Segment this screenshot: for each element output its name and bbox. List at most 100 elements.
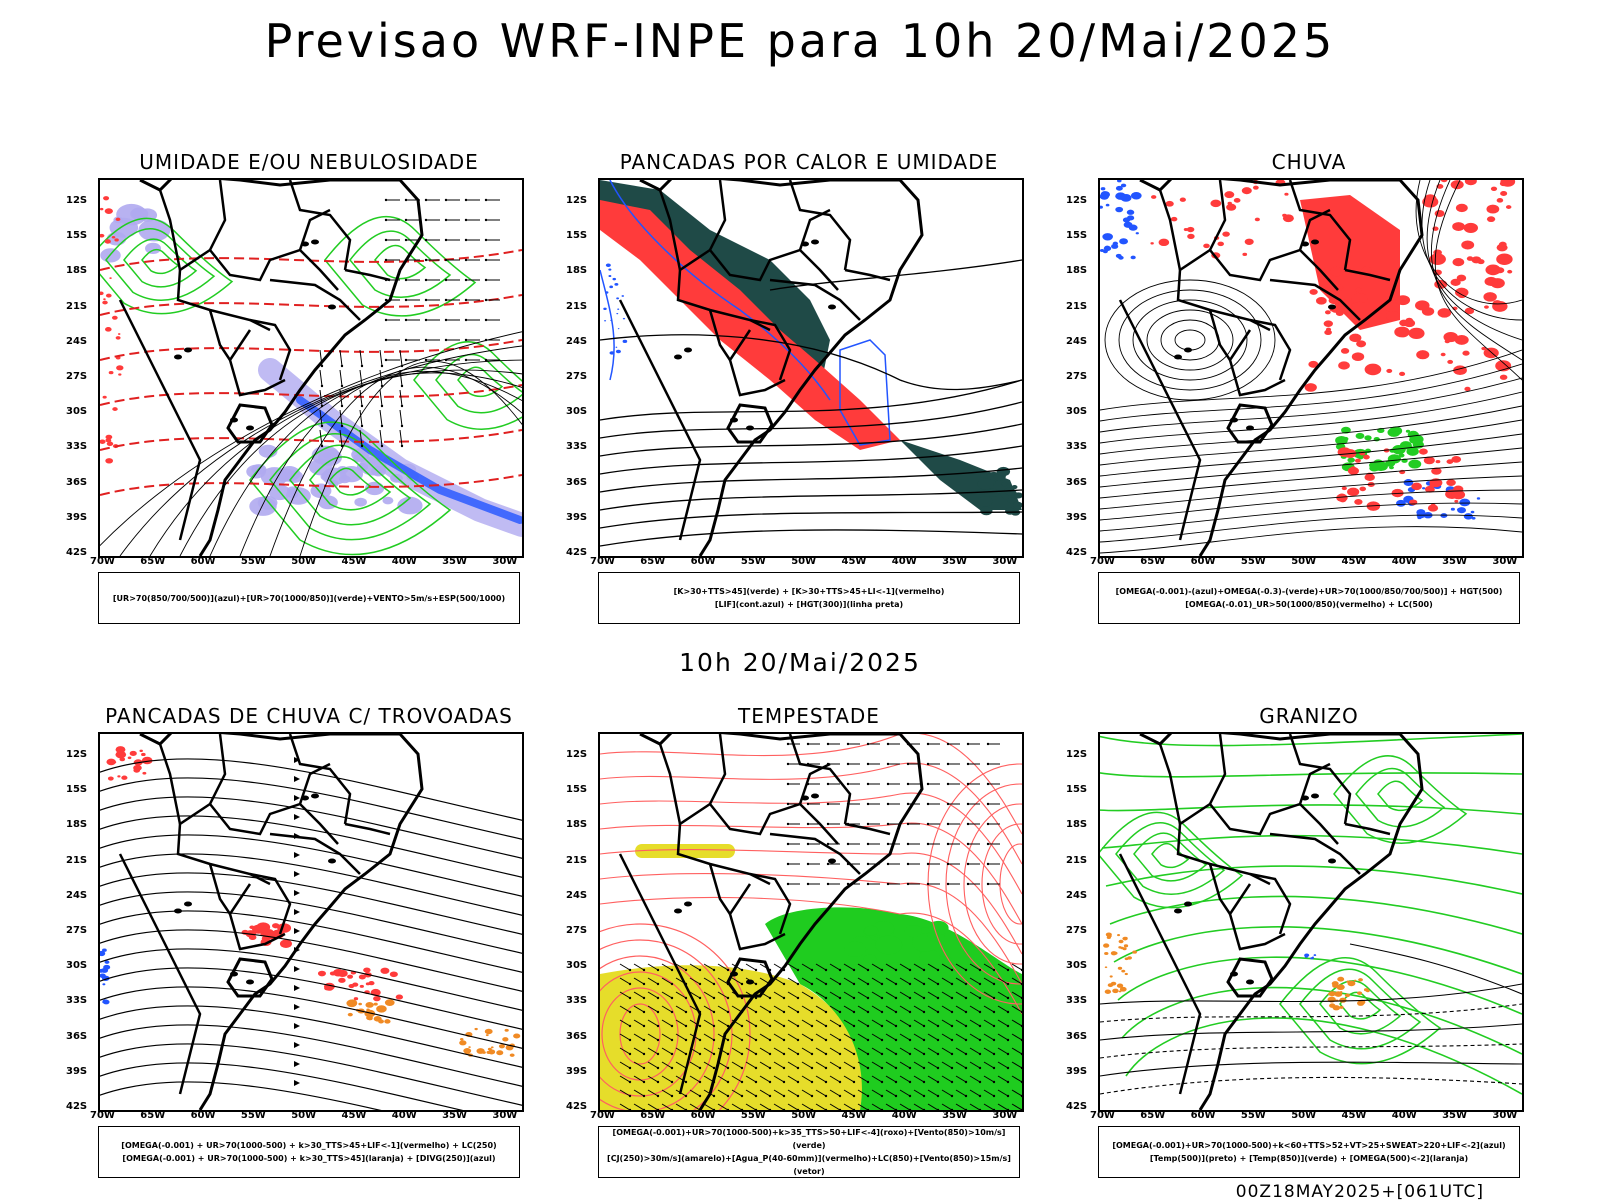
lon-tick-label: 40W bbox=[891, 556, 917, 567]
lat-tick-label: 36S bbox=[66, 1030, 88, 1042]
lon-tick-label: 50W bbox=[1291, 556, 1317, 567]
lon-tick-label: 55W bbox=[240, 556, 266, 567]
map-plot bbox=[100, 180, 522, 556]
lat-tick-label: 18S bbox=[1066, 819, 1088, 831]
lat-tick-label: 12S bbox=[66, 195, 88, 206]
lat-tick-label: 24S bbox=[1066, 335, 1088, 347]
lat-tick-label: 27S bbox=[1066, 371, 1088, 382]
lon-tick-label: 30W bbox=[1492, 556, 1518, 567]
lat-tick-label: 33S bbox=[66, 995, 88, 1007]
lat-tick-label: 36S bbox=[1066, 476, 1088, 488]
lon-tick-label: 55W bbox=[740, 556, 766, 567]
legend-line: [Temp(500)](preto) + [Temp(850)](verde) … bbox=[1149, 1154, 1469, 1163]
lat-tick-label: 15S bbox=[1066, 230, 1088, 242]
lon-tick-label: 45W bbox=[1341, 556, 1367, 567]
lat-tick-label: 42S bbox=[1066, 1101, 1088, 1112]
map-plot bbox=[600, 180, 1022, 556]
lon-tick-label: 35W bbox=[1442, 1110, 1468, 1121]
lat-tick-label: 27S bbox=[66, 925, 88, 936]
legend-line: [LIF](cont.azul) + [HGT(300)](linha pret… bbox=[714, 600, 904, 609]
legend-line: [UR>70(850/700/500)](azul)+[UR>70(1000/8… bbox=[112, 593, 506, 603]
lat-tick-label: 21S bbox=[566, 300, 588, 312]
lat-tick-label: 15S bbox=[566, 784, 588, 796]
legend-line: [OMEGA(-0.001)+UR>70(1000-500)+k<60+TTS>… bbox=[1112, 1141, 1506, 1150]
main-title: Previsao WRF-INPE para 10h 20/Mai/2025 bbox=[264, 14, 1336, 68]
lat-tick-label: 24S bbox=[566, 889, 588, 901]
lon-tick-label: 35W bbox=[442, 1110, 468, 1121]
lon-tick-label: 60W bbox=[1190, 1110, 1216, 1121]
lat-tick-label: 30S bbox=[566, 960, 588, 972]
lat-tick-label: 42S bbox=[66, 1101, 88, 1112]
lat-tick-label: 12S bbox=[1066, 195, 1088, 206]
lat-tick-label: 30S bbox=[1066, 406, 1088, 418]
lat-tick-label: 39S bbox=[1066, 1065, 1088, 1077]
legend-line: [OMEGA(-0.001)+UR>70(1000-500)+k>35_TTS>… bbox=[612, 1128, 1006, 1150]
lon-tick-label: 30W bbox=[992, 1110, 1018, 1121]
lat-tick-label: 27S bbox=[566, 925, 588, 936]
lon-tick-label: 35W bbox=[442, 556, 468, 567]
lat-tick-label: 15S bbox=[66, 784, 88, 796]
forecast-map bbox=[98, 732, 524, 1112]
lat-tick-label: 12S bbox=[566, 195, 588, 206]
lon-tick-label: 55W bbox=[1240, 556, 1266, 567]
lon-tick-label: 55W bbox=[240, 1110, 266, 1121]
lon-tick-label: 45W bbox=[341, 556, 367, 567]
lon-tick-label: 65W bbox=[640, 556, 666, 567]
lat-tick-label: 24S bbox=[66, 889, 88, 901]
lon-tick-label: 65W bbox=[140, 556, 166, 567]
lon-tick-label: 35W bbox=[942, 1110, 968, 1121]
lat-tick-label: 36S bbox=[66, 476, 88, 488]
lon-tick-label: 60W bbox=[1190, 556, 1216, 567]
lon-tick-label: 50W bbox=[791, 1110, 817, 1121]
lat-tick-label: 36S bbox=[1066, 1030, 1088, 1042]
lon-tick-label: 30W bbox=[1492, 1110, 1518, 1121]
lat-tick-label: 24S bbox=[66, 335, 88, 347]
lat-tick-label: 18S bbox=[566, 819, 588, 831]
lon-tick-label: 50W bbox=[291, 556, 317, 567]
lon-tick-label: 35W bbox=[1442, 556, 1468, 567]
lat-tick-label: 39S bbox=[1066, 511, 1088, 523]
lat-tick-label: 12S bbox=[1066, 749, 1088, 760]
lon-tick-label: 40W bbox=[391, 556, 417, 567]
lat-tick-label: 39S bbox=[566, 511, 588, 523]
lat-tick-label: 39S bbox=[66, 511, 88, 523]
lat-tick-label: 39S bbox=[66, 1065, 88, 1077]
lat-tick-label: 15S bbox=[566, 230, 588, 242]
lat-tick-label: 33S bbox=[66, 441, 88, 453]
lat-tick-label: 24S bbox=[1066, 889, 1088, 901]
lon-tick-label: 55W bbox=[1240, 1110, 1266, 1121]
lon-tick-label: 50W bbox=[291, 1110, 317, 1121]
lat-tick-label: 42S bbox=[566, 547, 588, 558]
lon-tick-label: 45W bbox=[841, 1110, 867, 1121]
legend-line: [OMEGA(-0.001) + UR>70(1000-500) + k>30_… bbox=[121, 1141, 497, 1150]
panel-title: PANCADAS POR CALOR E UMIDADE bbox=[619, 150, 999, 174]
lat-tick-label: 30S bbox=[66, 960, 88, 972]
lon-tick-label: 70W bbox=[590, 1110, 615, 1121]
panel-legend: [UR>70(850/700/500)](azul)+[UR>70(1000/8… bbox=[98, 572, 520, 624]
legend-line: [OMEGA(-0.001)-(azul)+OMEGA(-0.3)-(verde… bbox=[1115, 587, 1503, 596]
panel-legend: [OMEGA(-0.001)-(azul)+OMEGA(-0.3)-(verde… bbox=[1098, 572, 1520, 624]
lat-tick-label: 21S bbox=[566, 854, 588, 866]
lon-tick-label: 30W bbox=[492, 1110, 518, 1121]
lon-tick-label: 60W bbox=[190, 556, 216, 567]
lat-tick-label: 30S bbox=[566, 406, 588, 418]
lon-tick-label: 70W bbox=[90, 1110, 115, 1121]
lon-tick-label: 65W bbox=[1140, 1110, 1166, 1121]
lon-tick-label: 45W bbox=[1341, 1110, 1367, 1121]
lon-tick-label: 40W bbox=[391, 1110, 417, 1121]
panel-title: CHUVA bbox=[1271, 150, 1347, 174]
lat-tick-label: 27S bbox=[66, 371, 88, 382]
lon-tick-label: 65W bbox=[640, 1110, 666, 1121]
lat-tick-label: 18S bbox=[66, 819, 88, 831]
lon-tick-label: 50W bbox=[791, 556, 817, 567]
lon-tick-label: 40W bbox=[1391, 1110, 1417, 1121]
legend-line: [K>30+TTS>45](verde) + [K>30+TTS>45+LI<-… bbox=[673, 587, 945, 596]
map-plot bbox=[600, 734, 1022, 1110]
forecast-map bbox=[1098, 178, 1524, 558]
lat-tick-label: 33S bbox=[566, 441, 588, 453]
lon-tick-label: 55W bbox=[740, 1110, 766, 1121]
forecast-map bbox=[98, 178, 524, 558]
lat-tick-label: 21S bbox=[1066, 854, 1088, 866]
lat-tick-label: 42S bbox=[566, 1101, 588, 1112]
lat-tick-label: 21S bbox=[66, 854, 88, 866]
